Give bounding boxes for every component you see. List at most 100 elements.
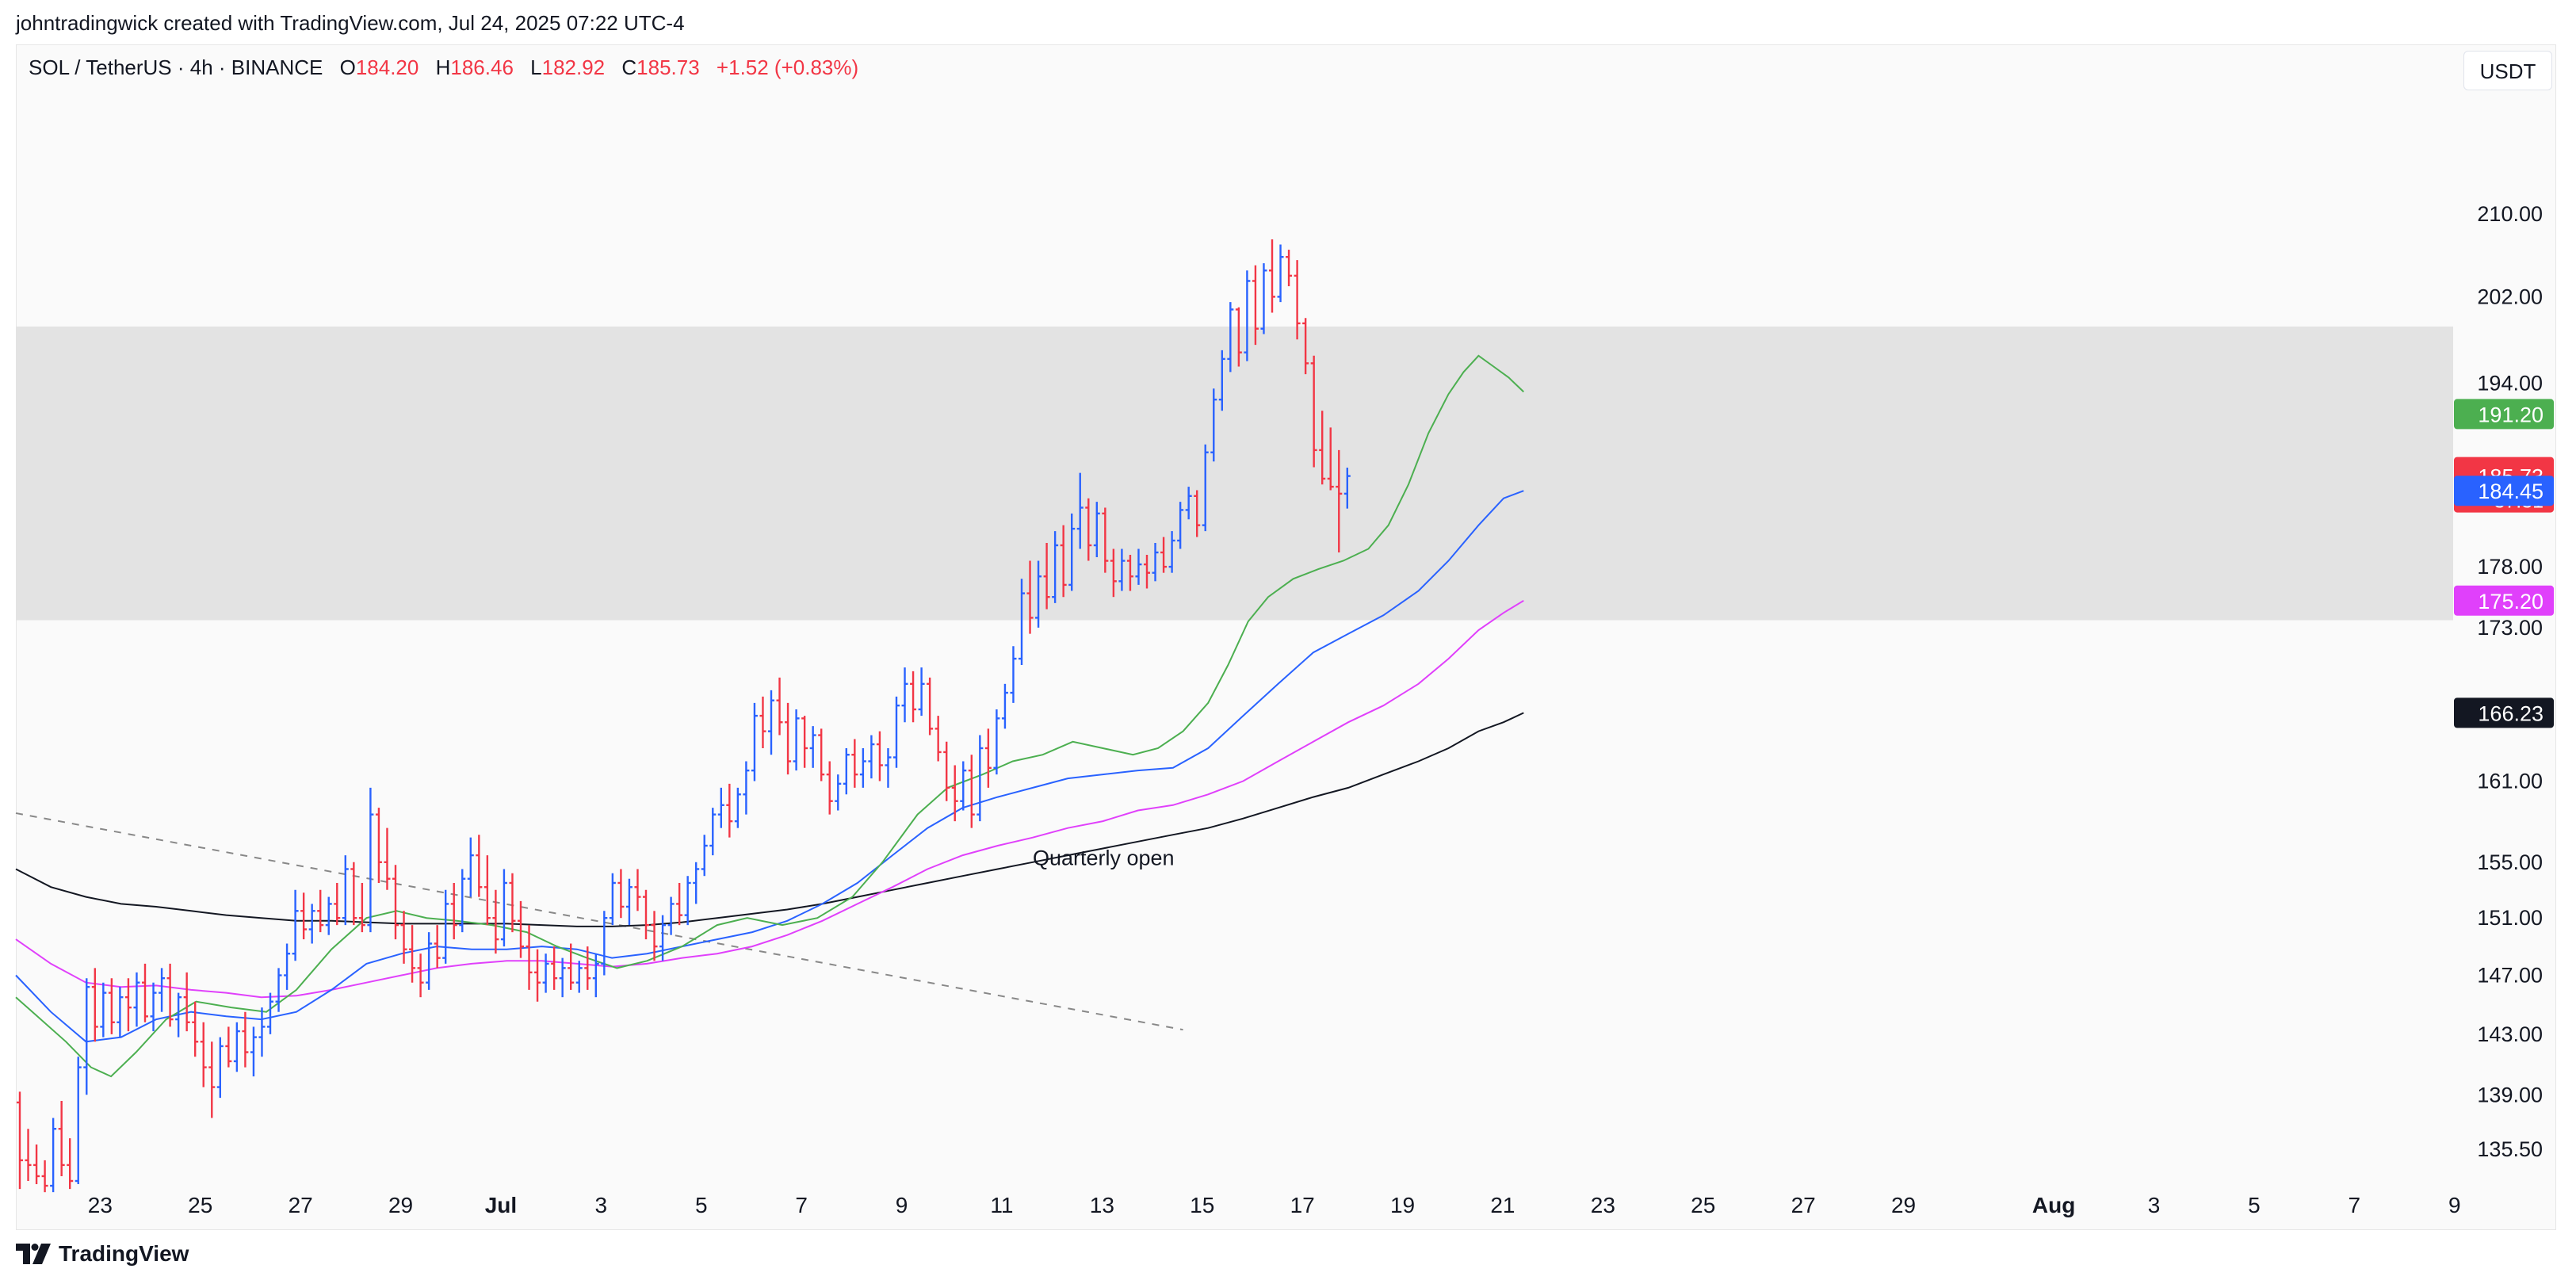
price-zone (16, 327, 2453, 621)
ohlc-bar (342, 855, 349, 926)
ohlc-bar (242, 1011, 249, 1068)
ohlc-bar (1010, 646, 1017, 703)
ohlc-bar (793, 709, 800, 771)
ohlc-bar (192, 1001, 199, 1057)
ohlc-bar (859, 747, 866, 788)
ohlc-bar (1260, 263, 1267, 334)
ohlc-bar (751, 702, 758, 781)
open-value: 184.20 (355, 55, 419, 79)
ohlc-bar (1302, 318, 1309, 375)
ohlc-bar (1060, 525, 1067, 598)
y-tick-label: 143.00 (2477, 1022, 2543, 1046)
ohlc-bar (709, 808, 717, 856)
price-badge (2454, 399, 2554, 430)
ohlc-bar (927, 677, 934, 736)
ohlc-bar (467, 837, 474, 897)
ohlc-bar (1043, 543, 1050, 610)
ohlc-bar (216, 1037, 224, 1099)
ohlc-bar (1035, 560, 1042, 628)
ohlc-bar (350, 862, 357, 926)
ohlc-bar (392, 865, 399, 940)
currency-button[interactable]: USDT (2463, 51, 2552, 90)
ohlc-bar (50, 1118, 57, 1193)
y-tick-label: 178.00 (2477, 555, 2543, 579)
x-tick-label: 25 (1691, 1193, 1715, 1217)
ohlc-bar (75, 1057, 82, 1185)
ohlc-bar (117, 987, 124, 1038)
ohlc-bar (534, 949, 541, 1002)
x-tick-label: 29 (388, 1193, 413, 1217)
ohlc-bar (317, 889, 324, 933)
price-badge (2454, 697, 2554, 728)
tradingview-footer[interactable]: TradingView (16, 1241, 189, 1267)
change-value: +1.52 (+0.83%) (716, 55, 859, 79)
ohlc-bar (384, 827, 391, 890)
chart-pane[interactable] (16, 44, 2556, 1230)
ohlc-bar (592, 953, 599, 998)
ohlc-bar (843, 747, 850, 795)
y-tick-label: 161.00 (2477, 769, 2543, 793)
ohlc-bar (968, 755, 975, 828)
close-value: 185.73 (636, 55, 700, 79)
ohlc-bar (868, 735, 875, 779)
x-tick-label: 5 (695, 1193, 708, 1217)
ohlc-bar (1194, 490, 1201, 537)
ma-blue-line (15, 490, 1524, 1043)
ohlc-bar (308, 904, 315, 944)
ohlc-bar (609, 873, 616, 926)
y-tick-label: 151.00 (2477, 906, 2543, 930)
price-badge-label: 175.20 (2478, 590, 2544, 613)
ohlc-bar (684, 876, 691, 926)
ohlc-bar (417, 953, 424, 998)
ohlc-bar (676, 882, 683, 926)
ohlc-bar (83, 978, 90, 1095)
ohlc-bar (409, 925, 416, 983)
y-tick-label: 194.00 (2477, 371, 2543, 395)
ohlc-bar (275, 968, 282, 1012)
ohlc-bar (426, 932, 433, 990)
ohlc-bar (885, 747, 892, 788)
ohlc-bar (584, 946, 591, 990)
ohlc-bar (1310, 355, 1317, 468)
ohlc-bar (400, 911, 407, 964)
ohlc-bar (258, 1007, 266, 1057)
ohlc-bar (542, 953, 549, 993)
x-tick-label: 15 (1190, 1193, 1214, 1217)
ohlc-bar (918, 667, 925, 717)
ohlc-bar (183, 972, 190, 1032)
ohlc-bar (1218, 350, 1225, 411)
ohlc-bar (1118, 548, 1126, 591)
ohlc-bar (334, 882, 341, 926)
ohlc-bar (1144, 555, 1150, 589)
ohlc-bar (1227, 302, 1234, 373)
ohlc-bar (325, 896, 332, 935)
x-tick-label: 27 (1791, 1193, 1816, 1217)
ohlc-bar (984, 728, 992, 788)
ohlc-bar (818, 728, 825, 781)
y-tick-label: 173.00 (2477, 616, 2543, 640)
ohlc-bar (33, 1144, 40, 1185)
ohlc-bar (208, 1041, 216, 1118)
symbol-legend: SOL / TetherUS · 4h · BINANCE O184.20 H1… (29, 55, 858, 80)
ohlc-bar (1019, 579, 1025, 665)
y-tick-label: 155.00 (2477, 850, 2543, 874)
trendline (15, 812, 1183, 1031)
ma-black-line (15, 712, 1524, 927)
ohlc-bar (551, 946, 558, 990)
ohlc-bar (634, 869, 641, 911)
ohlc-bar (625, 878, 633, 926)
price-badge-label: 191.20 (2478, 403, 2544, 426)
ohlc-bar (1319, 411, 1326, 485)
symbol-title[interactable]: SOL / TetherUS · 4h · BINANCE (29, 55, 323, 79)
ohlc-bar (934, 716, 942, 762)
ohlc-bar (1343, 468, 1351, 509)
ohlc-bar (993, 709, 1000, 775)
ohlc-bar (476, 835, 483, 897)
ohlc-bar (568, 943, 575, 990)
ohlc-bar (1126, 555, 1133, 591)
ohlc-bar (434, 925, 441, 969)
ohlc-bar (375, 808, 382, 883)
ohlc-bar (951, 765, 958, 822)
ohlc-bar (250, 1026, 257, 1077)
